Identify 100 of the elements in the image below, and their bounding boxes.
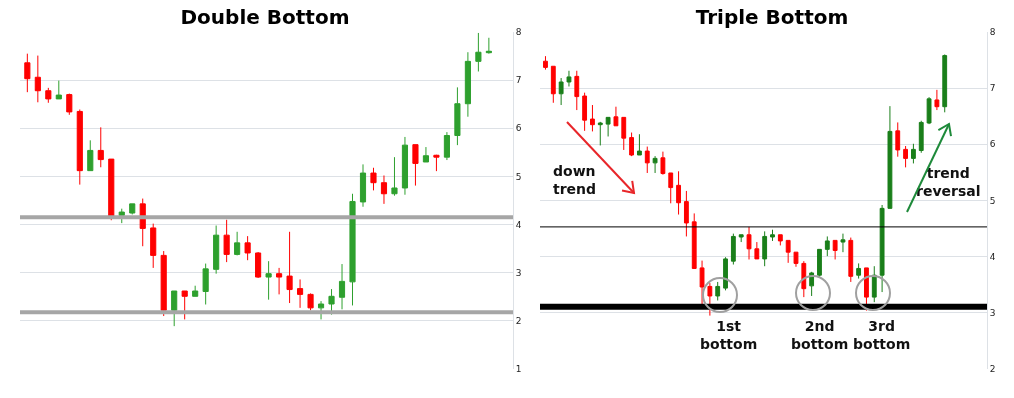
candlestick bbox=[590, 104, 595, 132]
candlestick bbox=[644, 146, 650, 174]
candlestick bbox=[574, 70, 580, 111]
candlestick bbox=[213, 225, 220, 275]
y-tick-label: 5 bbox=[515, 171, 522, 182]
candlestick bbox=[160, 250, 167, 317]
candlestick bbox=[34, 55, 41, 103]
candlestick bbox=[715, 281, 721, 301]
candlestick bbox=[942, 53, 948, 113]
candlestick bbox=[87, 139, 94, 172]
candlestick bbox=[401, 136, 409, 196]
candlestick bbox=[338, 263, 346, 310]
chart-title: Triple Bottom bbox=[695, 5, 849, 29]
candlestick bbox=[903, 145, 908, 168]
candlestick bbox=[150, 223, 157, 269]
candlestick bbox=[738, 234, 744, 243]
candlestick bbox=[359, 163, 367, 208]
candlestick bbox=[202, 263, 209, 305]
y-tick-label: 4 bbox=[989, 251, 996, 262]
chart-title: Double Bottom bbox=[180, 5, 350, 29]
candlestick bbox=[380, 174, 388, 205]
candlestick bbox=[777, 234, 783, 246]
candlestick bbox=[55, 80, 62, 100]
candlestick bbox=[629, 132, 635, 157]
candlestick bbox=[668, 172, 674, 204]
candlestick bbox=[817, 248, 822, 278]
candlestick bbox=[255, 251, 262, 279]
candlestick bbox=[422, 146, 430, 163]
candlestick bbox=[464, 51, 471, 118]
y-tick-label: 1 bbox=[515, 364, 522, 375]
annotation: down trend bbox=[553, 163, 597, 198]
candlestick bbox=[762, 230, 768, 267]
candlestick bbox=[707, 282, 713, 317]
candlestick bbox=[66, 93, 73, 116]
candlestick bbox=[801, 260, 807, 298]
candlestick bbox=[911, 143, 916, 164]
candlestick bbox=[613, 106, 619, 127]
candlestick bbox=[391, 156, 398, 197]
candlestick bbox=[24, 53, 31, 93]
candlestick bbox=[879, 204, 885, 293]
candlestick bbox=[793, 251, 799, 268]
candlestick bbox=[605, 116, 611, 137]
candlestick bbox=[723, 256, 728, 291]
candlestick bbox=[597, 121, 603, 146]
candlestick bbox=[566, 70, 572, 87]
candlestick bbox=[349, 193, 356, 306]
candlestick bbox=[454, 86, 461, 146]
candlestick bbox=[746, 226, 752, 260]
candlestick bbox=[785, 239, 791, 264]
candlestick bbox=[770, 229, 775, 242]
candlestick bbox=[370, 167, 377, 191]
candlestick bbox=[550, 65, 556, 104]
y-tick-label: 6 bbox=[515, 123, 522, 134]
candlestick bbox=[871, 265, 877, 303]
candlestick bbox=[443, 131, 450, 161]
candlestick bbox=[297, 278, 304, 309]
candlestick bbox=[895, 121, 901, 158]
candlestick bbox=[433, 154, 440, 172]
candlestick bbox=[754, 241, 760, 260]
candlestick bbox=[475, 32, 482, 72]
candlestick bbox=[824, 235, 830, 257]
candlestick bbox=[412, 144, 419, 187]
candlestick bbox=[887, 105, 893, 209]
candlestick bbox=[676, 170, 681, 216]
annotation: 1st bottom bbox=[700, 318, 758, 353]
candlestick bbox=[848, 237, 854, 283]
candlestick bbox=[691, 212, 697, 269]
candlestick bbox=[192, 285, 199, 297]
y-tick-label: 3 bbox=[989, 307, 996, 318]
candlestick bbox=[926, 96, 932, 125]
y-tick-label: 8 bbox=[989, 27, 996, 38]
y-tick-label: 5 bbox=[989, 195, 996, 206]
y-tick-label: 6 bbox=[989, 139, 996, 150]
candlestick bbox=[660, 151, 666, 176]
candlestick bbox=[543, 55, 548, 71]
candlestick bbox=[108, 158, 115, 221]
candlestick bbox=[97, 126, 104, 168]
candlestick bbox=[856, 262, 862, 280]
y-tick-label: 3 bbox=[515, 267, 522, 278]
y-tick-label: 2 bbox=[515, 316, 522, 327]
candlestick bbox=[328, 288, 335, 316]
y-tick-label: 7 bbox=[989, 83, 996, 94]
candlestick bbox=[234, 231, 241, 256]
annotation: 2nd bottom bbox=[791, 318, 849, 353]
candlestick bbox=[699, 260, 705, 307]
annotation: 3rd bottom bbox=[853, 318, 911, 353]
candlestick bbox=[683, 190, 689, 237]
candlestick bbox=[307, 292, 314, 311]
candlestick bbox=[171, 290, 178, 327]
annotation: trend reversal bbox=[916, 165, 981, 200]
candlestick bbox=[244, 235, 251, 261]
candlestick bbox=[286, 231, 293, 304]
candlestick bbox=[918, 120, 924, 154]
candlestick bbox=[621, 116, 627, 151]
y-tick-label: 4 bbox=[515, 219, 522, 230]
candlestick bbox=[129, 203, 136, 215]
y-tick-label: 7 bbox=[515, 75, 522, 86]
y-tick-label: 2 bbox=[989, 364, 996, 375]
y-tick-label: 8 bbox=[515, 27, 522, 38]
candlestick bbox=[832, 239, 838, 260]
